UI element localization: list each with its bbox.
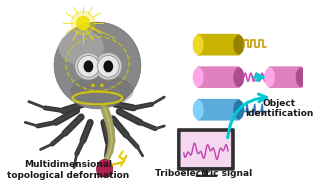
Text: Multidimensional
topological deformation: Multidimensional topological deformation	[7, 160, 129, 180]
Ellipse shape	[193, 67, 204, 87]
Ellipse shape	[193, 35, 204, 55]
Ellipse shape	[75, 53, 102, 80]
Ellipse shape	[233, 67, 244, 87]
FancyBboxPatch shape	[197, 34, 240, 56]
Text: Object
identification: Object identification	[245, 99, 313, 118]
Ellipse shape	[76, 16, 90, 30]
Ellipse shape	[95, 53, 122, 80]
Ellipse shape	[83, 60, 93, 72]
FancyBboxPatch shape	[177, 129, 234, 170]
Ellipse shape	[100, 84, 104, 87]
Ellipse shape	[70, 75, 134, 107]
Ellipse shape	[97, 159, 113, 179]
Ellipse shape	[264, 67, 275, 87]
Ellipse shape	[71, 11, 95, 35]
Ellipse shape	[97, 56, 119, 77]
Ellipse shape	[91, 84, 95, 87]
Ellipse shape	[54, 22, 141, 109]
Ellipse shape	[78, 56, 99, 77]
FancyBboxPatch shape	[269, 66, 302, 88]
FancyBboxPatch shape	[180, 132, 231, 167]
Ellipse shape	[59, 29, 104, 65]
Ellipse shape	[233, 100, 244, 120]
Ellipse shape	[233, 35, 244, 55]
Ellipse shape	[103, 60, 113, 72]
FancyBboxPatch shape	[197, 99, 240, 121]
Text: Triboelectric signal: Triboelectric signal	[155, 169, 252, 178]
Ellipse shape	[193, 100, 204, 120]
Ellipse shape	[296, 67, 307, 87]
FancyBboxPatch shape	[197, 66, 240, 88]
